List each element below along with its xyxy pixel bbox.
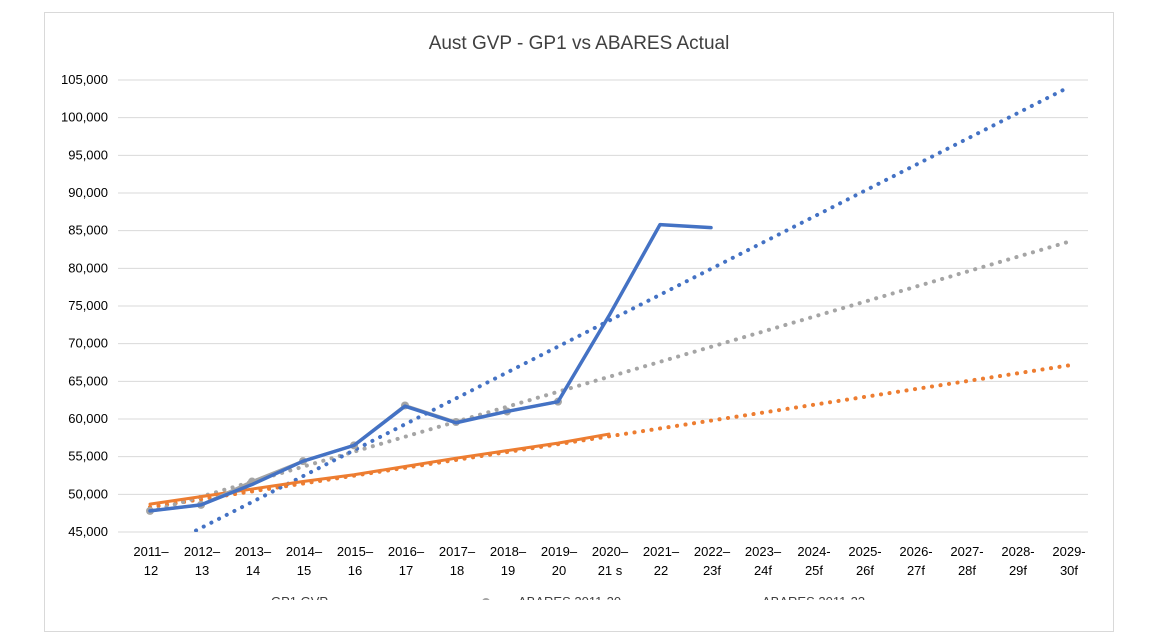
- x-tick-label: 2023–: [745, 544, 782, 559]
- legend-label: ABARES 2011-23: [762, 594, 865, 600]
- x-tick-label: 2026-: [899, 544, 932, 559]
- trendlines: [148, 85, 1070, 532]
- chart-svg: Aust GVP - GP1 vs ABARES Actual 45,000 50…: [61, 33, 1088, 600]
- x-tick-label: 2024-: [797, 544, 830, 559]
- chart-title: Aust GVP - GP1 vs ABARES Actual: [429, 33, 730, 54]
- y-tick-label: 105,000: [61, 72, 108, 87]
- x-axis-ticks: 2011– 12 2012– 13 2013– 14 2014– 15 2015– 16 2016–…: [133, 544, 1085, 578]
- y-tick-label: 60,000: [68, 411, 108, 426]
- x-tick-label: 13: [195, 563, 209, 578]
- x-tick-label: 2025-: [848, 544, 881, 559]
- x-tick-label: 2017–: [439, 544, 476, 559]
- x-tick-label: 2022–: [694, 544, 731, 559]
- x-tick-label: 23f: [703, 563, 721, 578]
- x-tick-label: 2016–: [388, 544, 425, 559]
- x-tick-label: 27f: [907, 563, 925, 578]
- x-tick-label: 19: [501, 563, 515, 578]
- y-tick-label: 100,000: [61, 110, 108, 125]
- gridlines: [118, 79, 1088, 533]
- x-tick-label: 14: [246, 563, 260, 578]
- y-tick-label: 45,000: [68, 524, 108, 539]
- x-tick-label: 22: [654, 563, 668, 578]
- x-tick-label: 2014–: [286, 544, 323, 559]
- y-axis-ticks: 45,000 50,000 55,000 60,000 65,000 70,000 75,0…: [61, 72, 108, 539]
- x-tick-label: 2012–: [184, 544, 221, 559]
- x-tick-label: 2013–: [235, 544, 272, 559]
- legend: GP1 GVP ABARES 2011-20 ABARES 2011-23: [271, 594, 865, 600]
- x-tick-label: 20: [552, 563, 566, 578]
- x-tick-label: 2027-: [950, 544, 983, 559]
- y-tick-label: 95,000: [68, 147, 108, 162]
- x-tick-label: 2019–: [541, 544, 578, 559]
- y-tick-label: 50,000: [68, 486, 108, 501]
- series-lines: [146, 222, 713, 515]
- y-tick-label: 90,000: [68, 185, 108, 200]
- legend-label: GP1 GVP: [271, 594, 328, 600]
- y-tick-label: 80,000: [68, 260, 108, 275]
- y-tick-label: 75,000: [68, 298, 108, 313]
- y-tick-label: 85,000: [68, 223, 108, 238]
- x-tick-label: 29f: [1009, 563, 1027, 578]
- x-tick-label: 2021–: [643, 544, 680, 559]
- x-tick-label: 2015–: [337, 544, 374, 559]
- x-tick-label: 15: [297, 563, 311, 578]
- x-tick-label: 2028-: [1001, 544, 1034, 559]
- x-tick-label: 2020–: [592, 544, 629, 559]
- x-tick-label: 26f: [856, 563, 874, 578]
- x-tick-label: 17: [399, 563, 413, 578]
- x-tick-label: 2029-: [1052, 544, 1085, 559]
- x-tick-label: 18: [450, 563, 464, 578]
- y-tick-label: 65,000: [68, 373, 108, 388]
- chart-frame: [44, 12, 1114, 632]
- x-tick-label: 25f: [805, 563, 823, 578]
- y-tick-label: 55,000: [68, 449, 108, 464]
- x-tick-label: 28f: [958, 563, 976, 578]
- x-tick-label: 12: [144, 563, 158, 578]
- legend-label: ABARES 2011-20: [518, 594, 621, 600]
- x-tick-label: 2011–: [133, 544, 169, 559]
- x-tick-label: 21 s: [598, 563, 623, 578]
- x-tick-label: 2018–: [490, 544, 527, 559]
- x-tick-label: 16: [348, 563, 362, 578]
- x-tick-label: 24f: [754, 563, 772, 578]
- trendline-gp1: [148, 363, 1070, 510]
- x-tick-label: 30f: [1060, 563, 1078, 578]
- y-tick-label: 70,000: [68, 336, 108, 351]
- trendline-abares_2011_23: [188, 85, 1070, 532]
- trendline-abares_2011_20: [148, 239, 1070, 514]
- series-line-abares_2011_23: [148, 222, 713, 513]
